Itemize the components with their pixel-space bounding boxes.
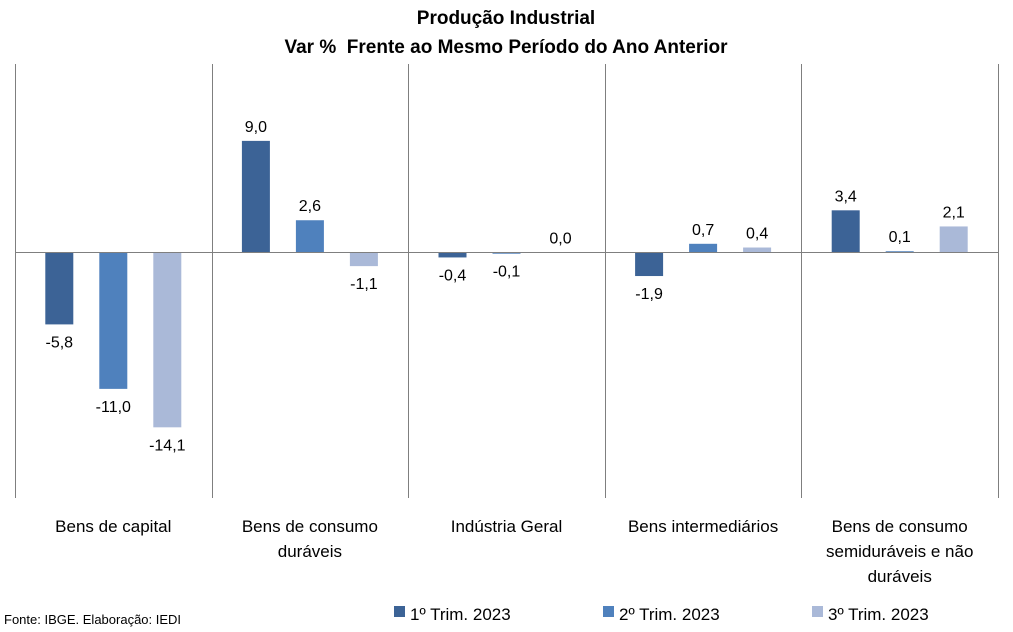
category-label: Bens intermediários (628, 517, 778, 536)
bar (939, 226, 968, 253)
data-label: 3,4 (835, 188, 857, 205)
category-label: duráveis (868, 567, 932, 586)
bar (831, 210, 860, 253)
legend-label: 1º Trim. 2023 (410, 605, 511, 624)
bar (689, 243, 718, 253)
category-label: Bens de consumo (242, 517, 378, 536)
category-label: Bens de consumo (832, 517, 968, 536)
data-label: 2,6 (299, 198, 321, 215)
data-label: 0,0 (549, 230, 571, 247)
data-label: -5,8 (46, 334, 74, 351)
bar (295, 220, 324, 253)
data-label: -0,1 (493, 264, 521, 281)
category-label: Indústria Geral (451, 517, 563, 536)
data-label: 2,1 (943, 204, 965, 221)
chart-subtitle: Var % Frente ao Mesmo Período do Ano Ant… (284, 37, 728, 58)
data-labels: -5,8 9,0 -0,4 -1,9 3,4 -11,0 2,6 -0,1 0,7 0,1 -14,… (46, 119, 965, 454)
chart-title: Produção Industrial (417, 8, 595, 29)
category-labels: Bens de capital Bens de consumo duráveis In… (55, 517, 973, 586)
data-label: -0,4 (439, 267, 467, 284)
data-label: 0,4 (746, 226, 768, 243)
category-label: semiduráveis e não (826, 542, 973, 561)
data-label: 9,0 (245, 119, 267, 136)
legend-swatch (603, 606, 614, 617)
data-label: 0,7 (692, 222, 714, 239)
category-label: duráveis (278, 542, 342, 561)
legend-label: 2º Trim. 2023 (619, 605, 720, 624)
category-label: Bens de capital (55, 517, 171, 536)
data-label: -11,0 (96, 399, 131, 416)
data-label: 0,1 (889, 229, 911, 246)
bar (349, 252, 378, 267)
data-label: -14,1 (149, 437, 186, 454)
data-label: -1,9 (635, 286, 663, 303)
bar (885, 251, 914, 253)
bar (153, 252, 182, 428)
bar (743, 247, 772, 253)
bar (492, 252, 521, 254)
bar (438, 252, 467, 258)
source-note: Fonte: IBGE. Elaboração: IEDI (4, 612, 181, 627)
legend: 1º Trim. 2023 2º Trim. 2023 3º Trim. 2023 (394, 605, 929, 624)
legend-swatch (812, 606, 823, 617)
bars (45, 140, 968, 428)
bar (635, 252, 664, 277)
legend-label: 3º Trim. 2023 (828, 605, 929, 624)
bar (45, 252, 74, 325)
category-separators (15, 64, 999, 498)
bar (241, 140, 270, 253)
bar (99, 252, 128, 389)
legend-swatch (394, 606, 405, 617)
data-label: -1,1 (350, 276, 378, 293)
